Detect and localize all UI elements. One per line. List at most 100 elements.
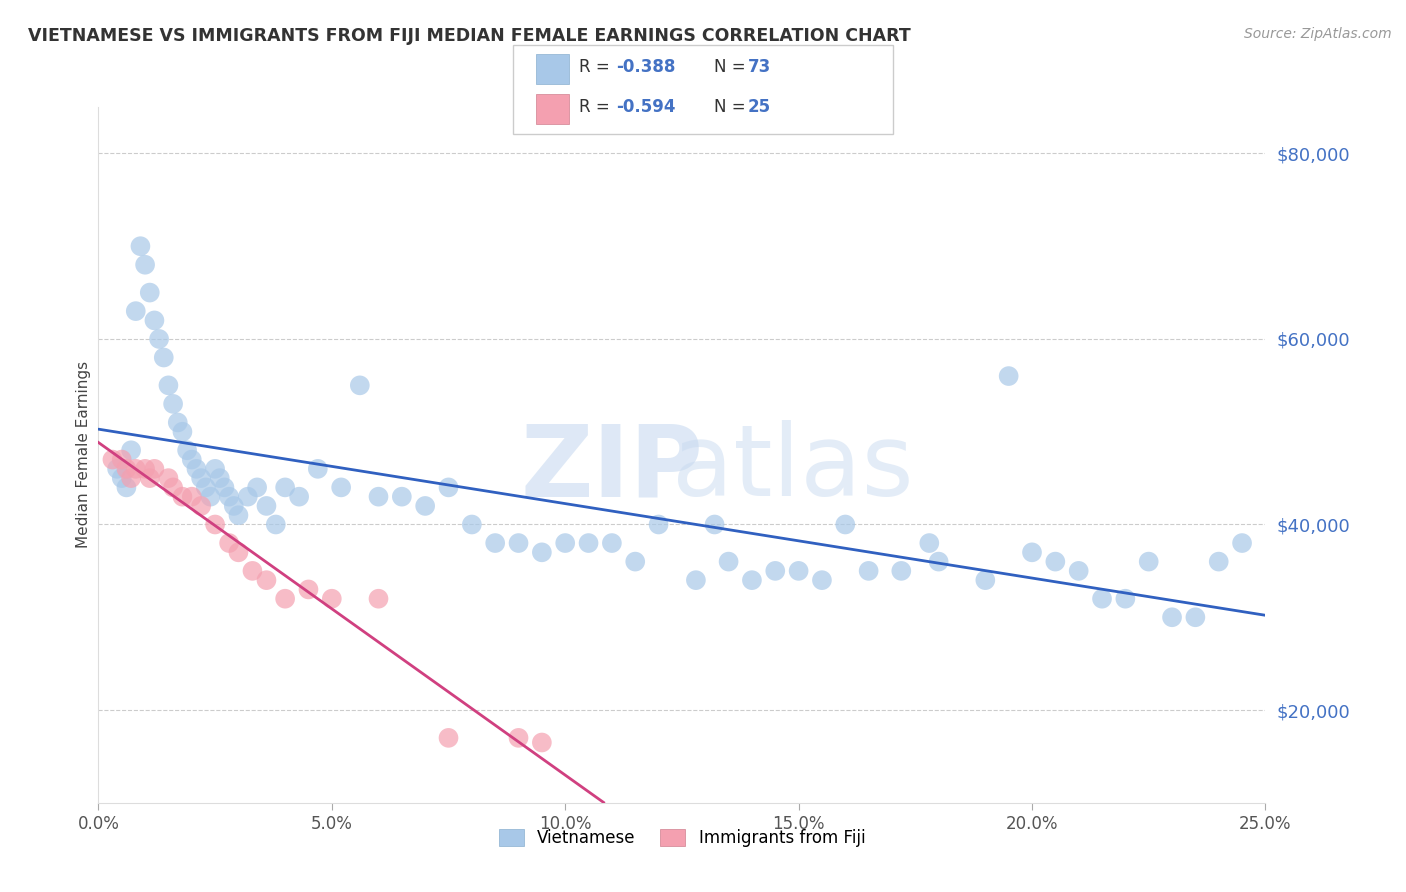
Point [194,480,217,494]
Point [1208,555,1230,569]
Point [367,490,389,504]
Point [115,462,138,476]
Text: -0.594: -0.594 [616,98,675,116]
Text: -0.388: -0.388 [616,58,675,76]
Point [530,735,553,749]
Point [139,285,162,300]
Point [349,378,371,392]
Point [437,480,460,494]
Point [741,573,763,587]
Point [180,452,202,467]
Point [600,536,623,550]
Point [172,490,194,504]
Point [172,425,194,439]
Point [111,452,134,467]
Point [134,258,156,272]
Point [157,378,180,392]
Point [214,480,236,494]
Point [811,573,834,587]
Text: Source: ZipAtlas.com: Source: ZipAtlas.com [1244,27,1392,41]
Text: atlas: atlas [672,420,914,517]
Point [685,573,707,587]
Point [228,545,250,559]
Point [391,490,413,504]
Point [101,452,124,467]
Point [176,443,198,458]
Point [162,397,184,411]
Point [148,332,170,346]
Point [918,536,941,550]
Point [242,564,264,578]
Point [647,517,669,532]
Point [105,462,128,476]
Y-axis label: Median Female Earnings: Median Female Earnings [76,361,91,549]
Point [200,490,222,504]
Point [578,536,600,550]
Text: N =: N = [714,98,751,116]
Point [437,731,460,745]
Point [125,304,148,318]
Point [1114,591,1136,606]
Point [1161,610,1184,624]
Point [330,480,353,494]
Point [157,471,180,485]
Point [787,564,810,578]
Point [190,499,212,513]
Point [204,517,226,532]
Point [256,499,278,513]
Point [461,517,484,532]
Point [180,490,202,504]
Point [834,517,856,532]
Point [125,462,148,476]
Text: 25: 25 [748,98,770,116]
Text: VIETNAMESE VS IMMIGRANTS FROM FIJI MEDIAN FEMALE EARNINGS CORRELATION CHART: VIETNAMESE VS IMMIGRANTS FROM FIJI MEDIA… [28,27,911,45]
Point [134,462,156,476]
Point [166,416,188,430]
Point [1021,545,1043,559]
Point [717,555,740,569]
Point [246,480,269,494]
Point [208,471,231,485]
Point [1137,555,1160,569]
Legend: Vietnamese, Immigrants from Fiji: Vietnamese, Immigrants from Fiji [492,822,872,854]
Point [890,564,912,578]
Point [111,471,134,485]
Point [703,517,725,532]
Point [413,499,436,513]
Point [1091,591,1114,606]
Text: R =: R = [579,98,616,116]
Point [139,471,162,485]
Point [256,573,278,587]
Text: R =: R = [579,58,616,76]
Point [1045,555,1067,569]
Point [274,480,297,494]
Point [162,480,184,494]
Point [1184,610,1206,624]
Point [228,508,250,523]
Point [264,517,287,532]
Point [288,490,311,504]
Point [143,313,166,327]
Point [120,443,142,458]
Point [1230,536,1253,550]
Point [554,536,576,550]
Point [218,490,240,504]
Point [190,471,212,485]
Point [974,573,997,587]
Point [508,536,530,550]
Point [484,536,506,550]
Text: ZIP: ZIP [520,420,703,517]
Point [858,564,880,578]
Point [186,462,208,476]
Point [218,536,240,550]
Point [115,480,138,494]
Text: N =: N = [714,58,751,76]
Point [236,490,259,504]
Point [508,731,530,745]
Point [307,462,329,476]
Point [129,239,152,253]
Point [297,582,319,597]
Point [624,555,647,569]
Point [222,499,245,513]
Point [928,555,950,569]
